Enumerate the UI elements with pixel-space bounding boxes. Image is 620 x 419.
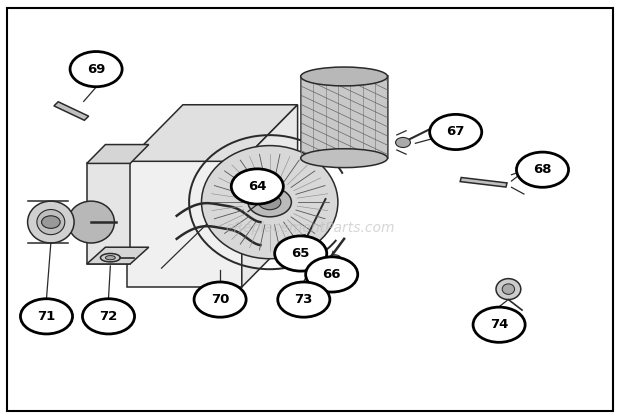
Circle shape: [42, 216, 60, 228]
Circle shape: [82, 299, 135, 334]
Ellipse shape: [502, 284, 515, 294]
Circle shape: [194, 282, 246, 317]
Ellipse shape: [301, 149, 388, 168]
Circle shape: [396, 137, 410, 147]
Circle shape: [278, 282, 330, 317]
Polygon shape: [87, 145, 149, 163]
Circle shape: [306, 257, 358, 292]
Text: 73: 73: [294, 293, 313, 306]
Text: 74: 74: [490, 318, 508, 331]
Ellipse shape: [27, 201, 74, 243]
Circle shape: [516, 152, 569, 187]
Ellipse shape: [100, 253, 120, 262]
Text: 71: 71: [37, 310, 56, 323]
Text: 69: 69: [87, 62, 105, 76]
Bar: [301, 77, 388, 158]
Ellipse shape: [105, 256, 115, 260]
Text: eReplacementParts.com: eReplacementParts.com: [225, 221, 395, 235]
Text: 67: 67: [446, 125, 465, 139]
Polygon shape: [127, 105, 298, 161]
Polygon shape: [54, 102, 89, 120]
Circle shape: [329, 255, 341, 263]
Text: 72: 72: [99, 310, 118, 323]
Circle shape: [275, 236, 327, 271]
Ellipse shape: [68, 201, 115, 243]
Polygon shape: [87, 247, 149, 264]
Polygon shape: [242, 105, 298, 287]
Circle shape: [70, 52, 122, 87]
Circle shape: [430, 114, 482, 150]
Text: 68: 68: [533, 163, 552, 176]
Polygon shape: [460, 178, 507, 187]
Circle shape: [302, 254, 318, 265]
Polygon shape: [87, 163, 130, 264]
Text: 65: 65: [291, 247, 310, 260]
Circle shape: [231, 169, 283, 204]
Circle shape: [473, 307, 525, 342]
Circle shape: [20, 299, 73, 334]
Ellipse shape: [496, 279, 521, 300]
Text: 70: 70: [211, 293, 229, 306]
Text: 66: 66: [322, 268, 341, 281]
Ellipse shape: [301, 67, 388, 86]
Ellipse shape: [37, 210, 65, 235]
Circle shape: [259, 194, 281, 210]
Bar: [301, 77, 388, 158]
Circle shape: [248, 187, 291, 217]
Ellipse shape: [202, 145, 338, 259]
Text: 64: 64: [248, 180, 267, 193]
Polygon shape: [127, 161, 242, 287]
